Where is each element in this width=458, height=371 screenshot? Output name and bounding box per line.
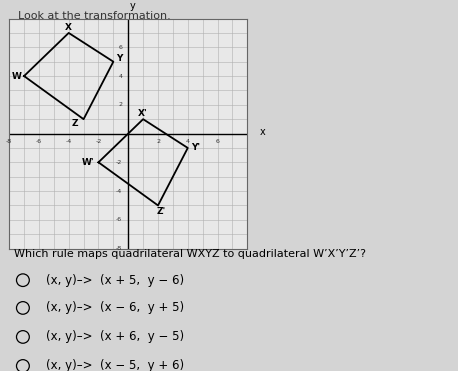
Text: -4: -4 (116, 188, 122, 194)
Text: y: y (130, 1, 136, 12)
Text: x: x (259, 127, 265, 137)
Text: -2: -2 (116, 160, 122, 165)
Text: Y': Y' (191, 144, 200, 152)
Text: X': X' (138, 109, 148, 118)
Text: 2: 2 (156, 139, 160, 144)
Text: -8: -8 (116, 246, 122, 251)
Text: -6: -6 (116, 217, 122, 222)
Text: 6: 6 (119, 45, 122, 50)
Text: (x, y)–>  (x + 6,  y − 5): (x, y)–> (x + 6, y − 5) (46, 331, 184, 344)
Text: (x, y)–>  (x − 5,  y + 6): (x, y)–> (x − 5, y + 6) (46, 359, 184, 371)
Text: W: W (11, 72, 22, 81)
Text: -2: -2 (95, 139, 102, 144)
Text: -8: -8 (6, 139, 12, 144)
Text: 4: 4 (118, 73, 122, 79)
Text: Z': Z' (156, 207, 166, 216)
Text: (x, y)–>  (x − 6,  y + 5): (x, y)–> (x − 6, y + 5) (46, 301, 184, 315)
Text: Y: Y (116, 54, 122, 63)
Text: 6: 6 (216, 139, 219, 144)
Text: Look at the transformation.: Look at the transformation. (18, 11, 171, 21)
Text: -6: -6 (36, 139, 42, 144)
Text: Which rule maps quadrilateral WXYZ to quadrilateral W’X’Y’Z’?: Which rule maps quadrilateral WXYZ to qu… (14, 249, 366, 259)
Text: 2: 2 (118, 102, 122, 107)
Text: (x, y)–>  (x + 5,  y − 6): (x, y)–> (x + 5, y − 6) (46, 274, 184, 287)
Text: Z: Z (71, 119, 78, 128)
Text: -4: -4 (65, 139, 72, 144)
Text: W': W' (82, 158, 94, 167)
Text: 4: 4 (186, 139, 190, 144)
Text: X: X (65, 23, 72, 32)
